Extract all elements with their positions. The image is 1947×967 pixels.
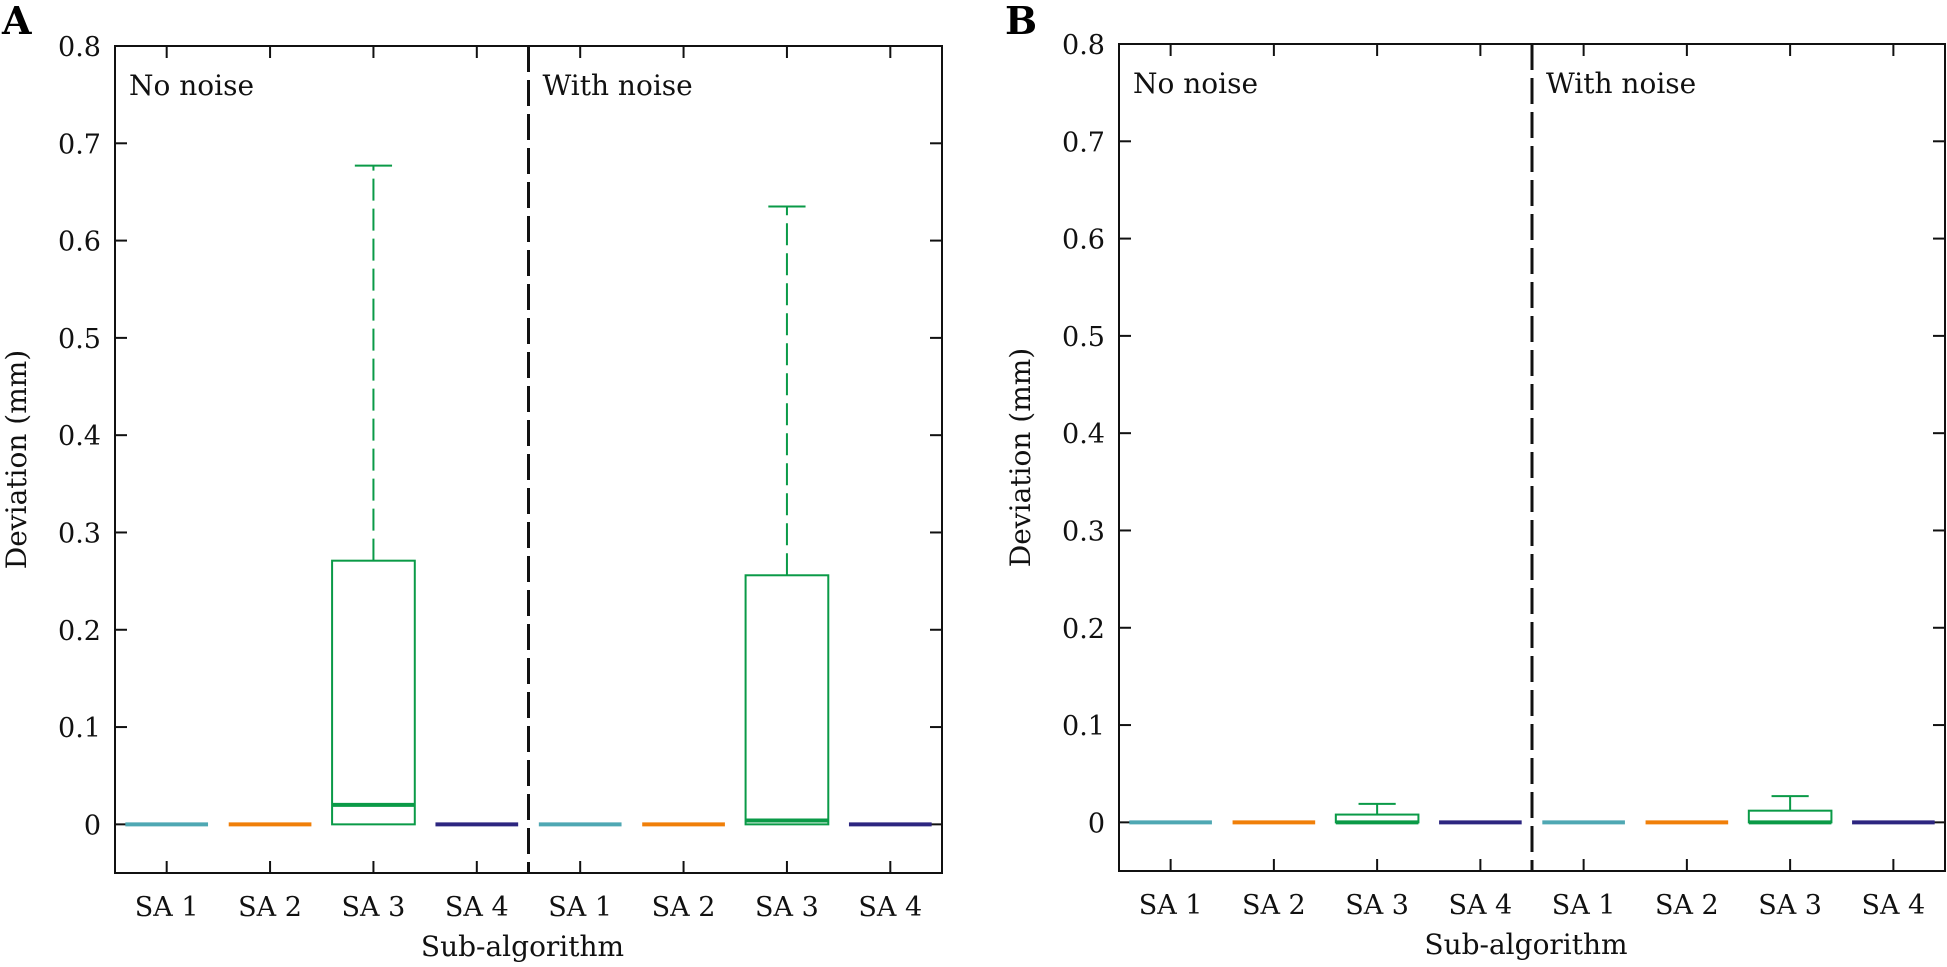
group-label: With noise <box>1546 67 1696 100</box>
y-axis-label: Deviation (mm) <box>0 350 33 569</box>
y-tick-label: 0.8 <box>1062 30 1105 61</box>
y-tick-label: 0.6 <box>1062 225 1105 256</box>
box-sa3 <box>744 205 830 826</box>
x-tick-label: SA 4 <box>1448 890 1512 921</box>
x-tick-label: SA 1 <box>548 892 612 923</box>
x-tick-label: SA 2 <box>1655 890 1719 921</box>
box-sa3 <box>1747 795 1833 825</box>
x-tick-label: SA 4 <box>445 892 509 923</box>
y-tick-label: 0.4 <box>58 421 101 452</box>
plot-frame <box>114 45 943 874</box>
x-tick-label: SA 2 <box>1242 890 1306 921</box>
group-label: No noise <box>129 69 254 102</box>
y-tick-label: 0.1 <box>1062 711 1105 742</box>
iqr-box <box>744 574 830 826</box>
y-tick-label: 0.2 <box>58 616 101 647</box>
panel-letter: A <box>1 0 32 43</box>
x-tick-label: SA 1 <box>1552 890 1616 921</box>
x-tick-label: SA 4 <box>858 892 922 923</box>
panel-letter: B <box>1005 0 1037 43</box>
iqr-box <box>331 559 416 826</box>
x-tick-label: SA 4 <box>1861 890 1925 921</box>
y-tick-label: 0.2 <box>1062 614 1105 645</box>
group-label: With noise <box>543 69 693 102</box>
x-tick-label: SA 1 <box>1139 890 1203 921</box>
x-tick-label: SA 2 <box>238 892 302 923</box>
y-tick-label: 0.6 <box>58 227 101 258</box>
y-tick-label: 0.3 <box>1062 516 1105 547</box>
x-tick-label: SA 3 <box>1345 890 1409 921</box>
y-tick-label: 0.7 <box>1062 127 1105 158</box>
y-tick-label: 0 <box>1088 808 1105 839</box>
box-sa3 <box>1334 802 1420 825</box>
y-axis-label: Deviation (mm) <box>1004 348 1037 567</box>
x-axis-label: Sub-algorithm <box>421 930 624 963</box>
y-tick-label: 0.5 <box>58 324 101 355</box>
x-tick-label: SA 3 <box>755 892 819 923</box>
x-tick-label: SA 1 <box>135 892 199 923</box>
x-tick-label: SA 2 <box>652 892 716 923</box>
group-label: No noise <box>1133 67 1258 100</box>
y-tick-label: 0.3 <box>58 518 101 549</box>
x-axis-label: Sub-algorithm <box>1424 928 1627 961</box>
y-tick-label: 0.4 <box>1062 419 1105 450</box>
y-tick-label: 0.5 <box>1062 322 1105 353</box>
y-tick-label: 0.1 <box>58 713 101 744</box>
plot-frame <box>1118 43 1946 872</box>
y-tick-label: 0.8 <box>58 32 101 63</box>
panel-a: A 0 0.1 0.2 0.3 0.4 0.5 0.6 0.7 0.8 Deviation (mm)… <box>0 0 943 963</box>
x-tick-label: SA 3 <box>342 892 406 923</box>
y-tick-label: 0.7 <box>58 129 101 160</box>
box-sa3 <box>331 164 416 826</box>
x-tick-label: SA 3 <box>1758 890 1822 921</box>
panel-b: B 0 0.1 0.2 0.3 0.4 0.5 0.6 0.7 0.8 Deviation (mm)… <box>1004 0 1946 961</box>
y-tick-label: 0 <box>84 810 101 841</box>
